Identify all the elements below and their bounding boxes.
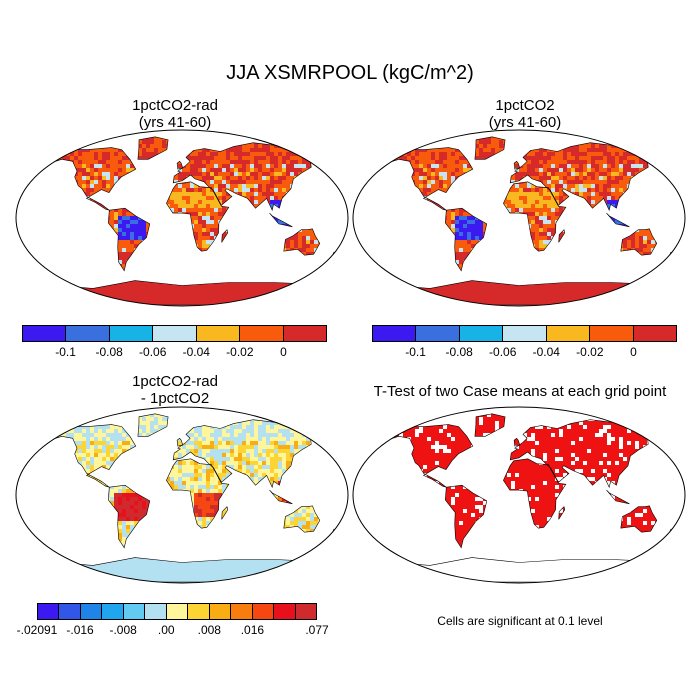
colorbar-swatch <box>503 326 547 341</box>
panel-title-top-right: 1pctCO2 (yrs 41-60) <box>488 97 562 131</box>
colorbar-tick-label: -0.1 <box>55 345 76 359</box>
colorbar-swatch <box>590 326 634 341</box>
map-top-left <box>15 129 349 307</box>
colorbar-tick-label: -0.08 <box>95 345 123 359</box>
colorbar-tick-label: -0.06 <box>139 345 167 359</box>
colorbar-top-left <box>22 325 327 342</box>
colorbar-swatch <box>240 326 284 341</box>
colorbar-tick-label: -0.1 <box>405 345 426 359</box>
colorbar-tick-label: .077 <box>305 623 329 637</box>
colorbar-swatch <box>38 604 60 619</box>
colorbar-swatch <box>459 326 504 341</box>
colorbar-swatch <box>231 604 253 619</box>
colorbar-tick-label: 0 <box>630 345 637 359</box>
colorbar-swatch <box>59 604 81 619</box>
colorbar-tick-label: .00 <box>157 623 175 637</box>
colorbar-swatch <box>295 604 317 619</box>
colorbar-swatch <box>66 326 110 341</box>
colorbar-swatch <box>188 604 210 619</box>
colorbar-swatch <box>145 604 167 619</box>
colorbar-swatch <box>196 326 241 341</box>
colorbar-tick-label: 0 <box>280 345 287 359</box>
colorbar-tick-label: -.02091 <box>16 623 58 637</box>
colorbar-swatch <box>373 326 417 341</box>
colorbar-swatch <box>109 326 154 341</box>
colorbar-tick-label: -0.02 <box>226 345 254 359</box>
colorbar-swatch <box>80 604 103 619</box>
colorbar-tick-label: -0.02 <box>576 345 604 359</box>
colorbar-swatch <box>416 326 460 341</box>
colorbar-swatch <box>633 326 676 341</box>
significance-note: Cells are significant at 0.1 level <box>437 614 603 628</box>
colorbar-swatch <box>209 604 232 619</box>
colorbar-tick-label: -0.08 <box>445 345 473 359</box>
panel-title-bottom-left: 1pctCO2-rad - 1pctCO2 <box>132 373 218 407</box>
colorbar-swatch <box>153 326 197 341</box>
colorbar-tick-label: -0.04 <box>532 345 560 359</box>
map-top-right <box>352 129 686 307</box>
colorbar-swatch <box>283 326 326 341</box>
colorbar-swatch <box>274 604 296 619</box>
colorbar-swatch <box>123 604 146 619</box>
colorbar-swatch <box>166 604 189 619</box>
colorbar-swatch <box>23 326 67 341</box>
colorbar-tick-label: .008 <box>197 623 221 637</box>
figure-title: JJA XSMRPOOL (kgC/m^2) <box>226 62 474 84</box>
colorbar-swatch <box>546 326 591 341</box>
map-bottom-left <box>15 406 349 584</box>
panel-title-top-left: 1pctCO2-rad (yrs 41-60) <box>132 97 218 131</box>
colorbar-tick-label: .016 <box>240 623 265 637</box>
colorbar-top-right <box>372 325 677 342</box>
colorbar-tick-label: -.016 <box>66 623 94 637</box>
colorbar-swatch <box>102 604 124 619</box>
colorbar-tick-label: -0.06 <box>489 345 517 359</box>
colorbar-tick-label: -0.04 <box>182 345 210 359</box>
colorbar-bottom-left <box>37 603 317 620</box>
panel-title-bottom-right: T-Test of two Case means at each grid po… <box>373 383 667 400</box>
map-bottom-right <box>352 406 686 584</box>
colorbar-tick-label: -.008 <box>109 623 137 637</box>
colorbar-swatch <box>252 604 275 619</box>
